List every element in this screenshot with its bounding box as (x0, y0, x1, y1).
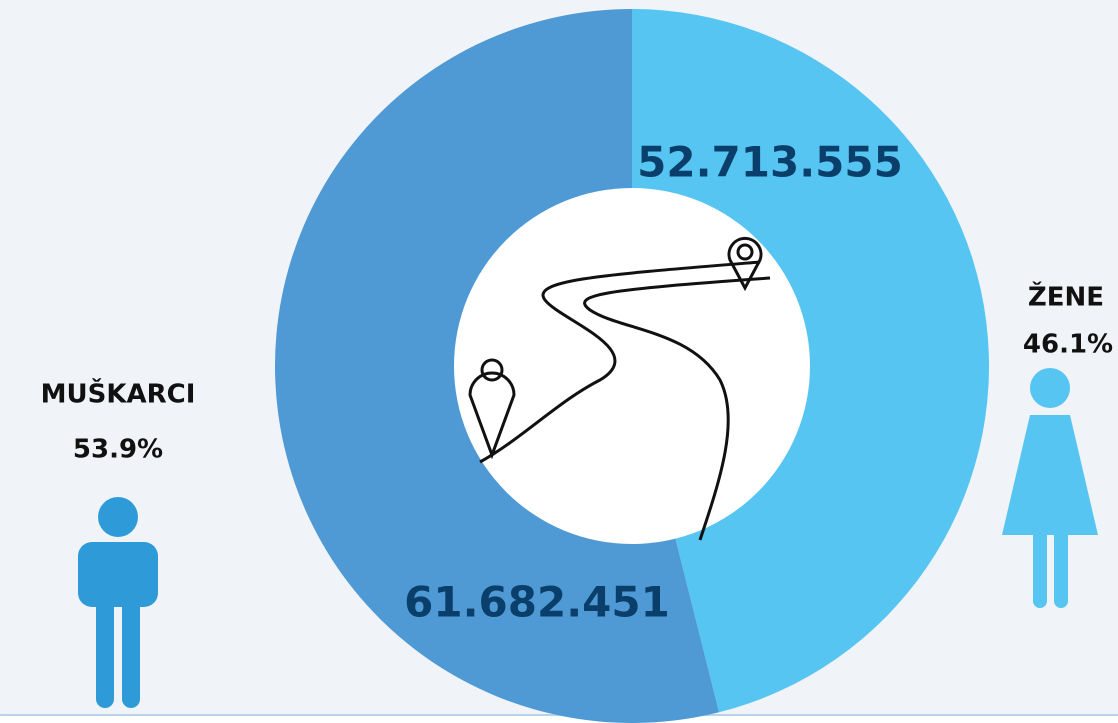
percent-label: 46.1% (1023, 330, 1113, 360)
female-icon (1002, 368, 1098, 608)
slice (632, 9, 989, 713)
percent-label: 53.9% (73, 435, 163, 465)
road-illustration (468, 237, 771, 541)
legend-label: MUŠKARCI (41, 378, 196, 410)
male-icon (78, 497, 158, 708)
value-label: 52.713.555 (637, 138, 903, 187)
legend-label: ŽENE (1028, 281, 1104, 313)
value-label: 61.682.451 (404, 578, 670, 627)
donut-hole (454, 188, 810, 544)
